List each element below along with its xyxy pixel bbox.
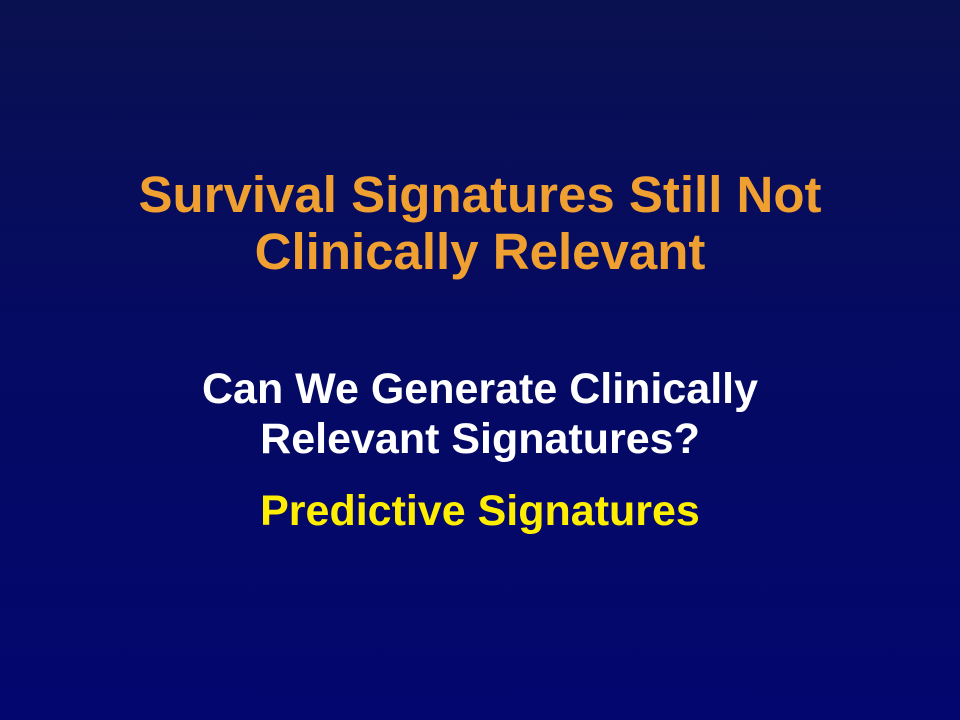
slide-answer: Predictive Signatures bbox=[260, 487, 700, 535]
slide-title-line-1: Survival Signatures Still Not bbox=[138, 166, 822, 223]
slide-title-line-2: Clinically Relevant bbox=[254, 223, 706, 280]
slide-title: Survival Signatures Still Not Clinically… bbox=[0, 166, 960, 280]
slide-question-line-1: Can We Generate Clinically bbox=[201, 365, 759, 413]
slide-question: Can We Generate Clinically Relevant Sign… bbox=[0, 364, 960, 464]
slide-question-line-2: Relevant Signatures? bbox=[260, 415, 700, 463]
